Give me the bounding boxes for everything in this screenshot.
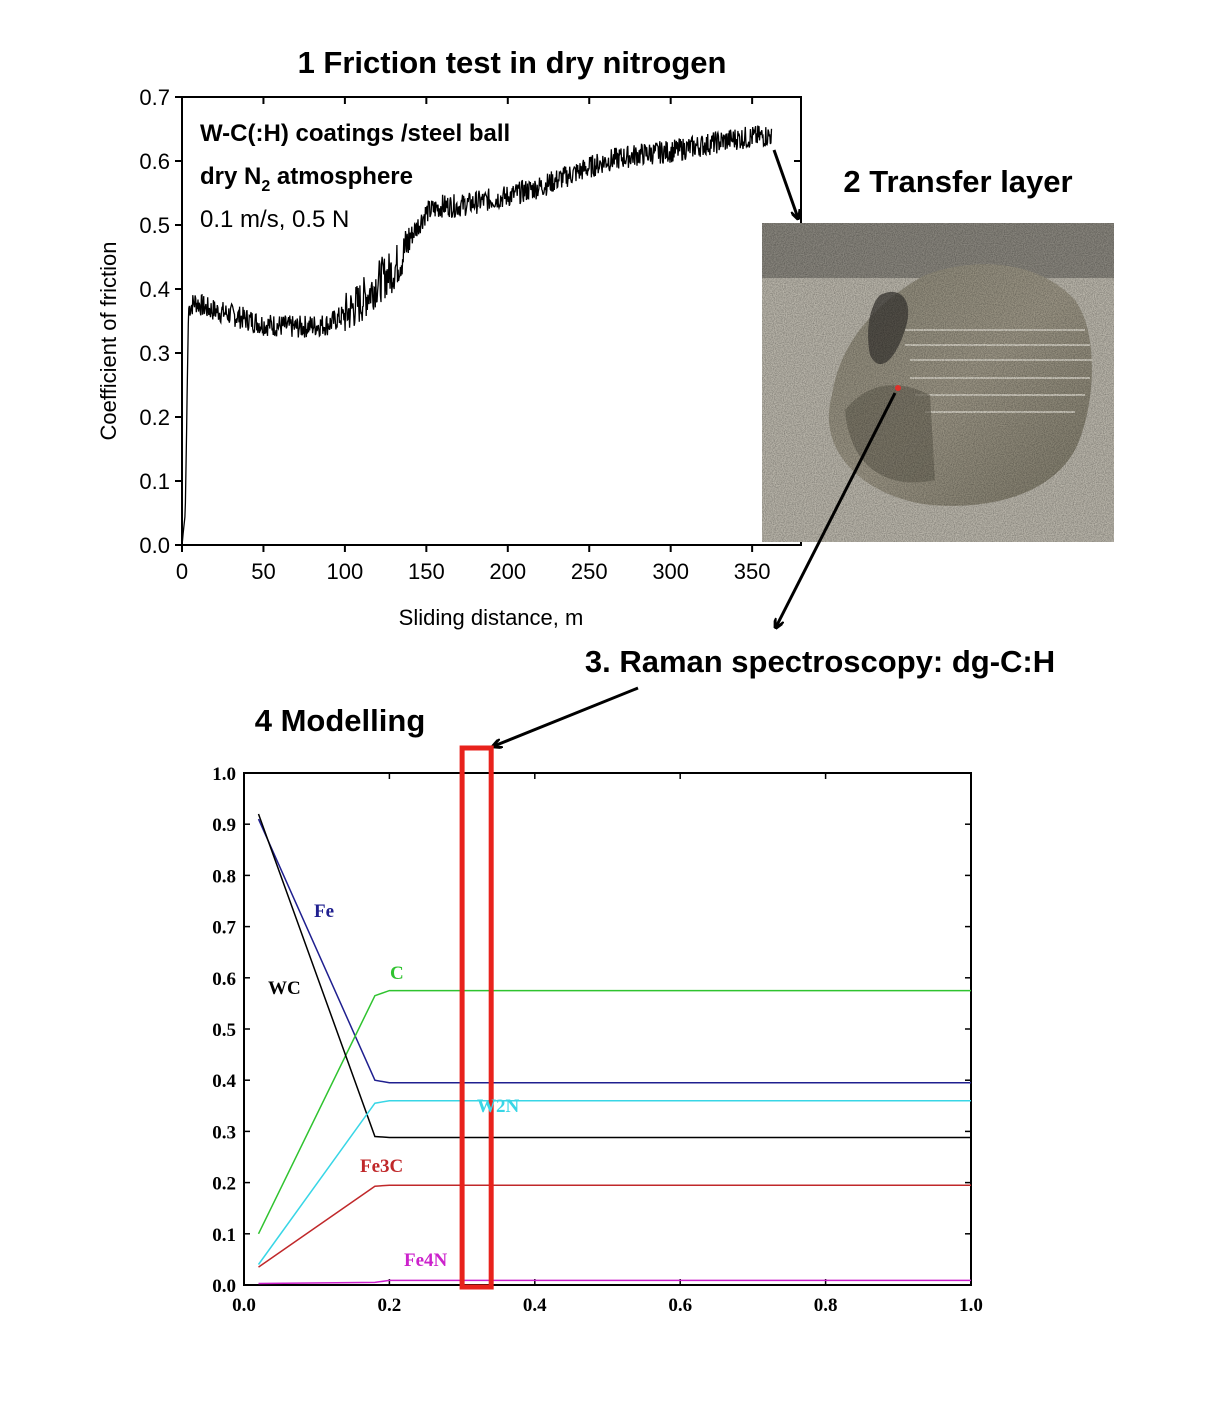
- modelling-y-tick-label: 0.2: [212, 1174, 236, 1195]
- friction-x-tick-label: 50: [251, 559, 275, 584]
- heading-modelling: 4 Modelling: [255, 703, 426, 738]
- friction-x-tick-label: 200: [489, 559, 526, 584]
- modelling-y-tick-label: 0.7: [212, 918, 236, 939]
- annotation-coatings: W-C(:H) coatings /steel ball: [200, 120, 510, 147]
- friction-x-tick-label: 100: [327, 559, 364, 584]
- friction-x-tick-label: 250: [571, 559, 608, 584]
- modelling-y-tick-label: 0.0: [212, 1276, 236, 1297]
- friction-x-tick-label: 0: [176, 559, 188, 584]
- friction-y-tick-label: 0.6: [139, 149, 170, 174]
- friction-series-line: [181, 125, 773, 546]
- series-label-fe: Fe: [314, 901, 334, 922]
- series-line-fe: [257, 818, 971, 1084]
- friction-y-axis-label: Coefficient of friction: [96, 242, 121, 441]
- modelling-y-tick-label: 0.1: [212, 1225, 236, 1246]
- annotation-atmosphere: dry N2 atmosphere: [200, 163, 413, 195]
- highlight-box: [459, 745, 494, 1290]
- modelling-y-tick-label: 1.0: [212, 764, 236, 785]
- series-line-wc: [257, 813, 971, 1139]
- friction-x-tick-label: 150: [408, 559, 445, 584]
- raman-spot: [895, 385, 901, 391]
- friction-y-tick-label: 0.5: [139, 213, 170, 238]
- arrow-to-modelling: [494, 686, 639, 746]
- series-label-c: C: [390, 963, 404, 984]
- friction-y-tick-label: 0.1: [139, 469, 170, 494]
- modelling-x-axis: 0.0 0.2 0.4 0.6 0.8 1.0: [232, 773, 983, 1316]
- modelling-x-tick-label: 0.2: [378, 1295, 402, 1316]
- modelling-y-tick-label: 0.8: [212, 866, 236, 887]
- series-line-w2n: [257, 1099, 971, 1265]
- friction-x-axis: 0 50 100 150 200 250 300 350: [176, 97, 771, 584]
- friction-y-tick-label: 0.2: [139, 405, 170, 430]
- modelling-y-tick-label: 0.6: [212, 969, 236, 990]
- series-label-fe3c: Fe3C: [360, 1156, 403, 1177]
- friction-x-tick-label: 300: [652, 559, 689, 584]
- annotation-test-conditions: 0.1 m/s, 0.5 N: [200, 206, 349, 233]
- friction-annotation: W-C(:H) coatings /steel ball dry N2 atmo…: [200, 120, 510, 233]
- friction-y-tick-label: 0.0: [139, 533, 170, 558]
- heading-raman-spectroscopy: 3. Raman spectroscopy: dg-C:H: [585, 644, 1055, 679]
- modelling-y-tick-label: 0.9: [212, 815, 236, 836]
- modelling-y-tick-label: 0.3: [212, 1122, 236, 1143]
- series-label-fe4n: Fe4N: [404, 1250, 448, 1271]
- friction-y-tick-label: 0.4: [139, 277, 170, 302]
- heading-transfer-layer: 2 Transfer layer: [843, 164, 1072, 199]
- friction-y-tick-label: 0.3: [139, 341, 170, 366]
- series-line-fe4n: [258, 1279, 971, 1285]
- series-line-fe3c: [258, 1184, 971, 1268]
- series-label-w2n: W2N: [477, 1096, 520, 1117]
- modelling-y-tick-label: 0.5: [212, 1020, 236, 1041]
- modelling-y-axis: 0.0 0.1 0.2 0.3 0.4 0.5 0.6 0.7 0.8 0.9 1.0: [212, 764, 971, 1297]
- modelling-x-tick-label: 0.4: [523, 1295, 547, 1316]
- modelling-series-labels: Fe C WC W2N Fe3C Fe4N: [268, 901, 520, 1271]
- modelling-x-tick-label: 0.0: [232, 1295, 256, 1316]
- series-label-wc: WC: [268, 978, 301, 999]
- modelling-x-tick-label: 0.6: [668, 1295, 692, 1316]
- micrograph-grain: [762, 223, 1114, 542]
- friction-y-axis: 0.0 0.1 0.2 0.3 0.4 0.5 0.6 0.7: [139, 85, 801, 558]
- modelling-plot-frame: [243, 772, 972, 1286]
- heading-friction-test: 1 Friction test in dry nitrogen: [298, 45, 727, 80]
- friction-chart: 0 50 100 150 200 250 300 350 0.0 0.1 0.2 0.3 0.4 0.5…: [96, 85, 802, 630]
- friction-x-axis-label: Sliding distance, m: [399, 605, 584, 630]
- arrow-to-raman: [776, 392, 897, 627]
- modelling-x-tick-label: 1.0: [959, 1295, 983, 1316]
- arrow-to-transfer-layer: [772, 149, 798, 218]
- transfer-layer-micrograph: [762, 223, 1114, 542]
- modelling-x-tick-label: 0.8: [814, 1295, 838, 1316]
- friction-x-tick-label: 350: [734, 559, 771, 584]
- friction-y-tick-label: 0.7: [139, 85, 170, 110]
- modelling-series: [257, 813, 971, 1285]
- modelling-chart: 0.0 0.2 0.4 0.6 0.8 1.0 0.0 0.1 0.2 0.3 0.4 0.5 0.6…: [212, 745, 983, 1316]
- modelling-y-tick-label: 0.4: [212, 1071, 236, 1092]
- series-line-c: [257, 989, 971, 1235]
